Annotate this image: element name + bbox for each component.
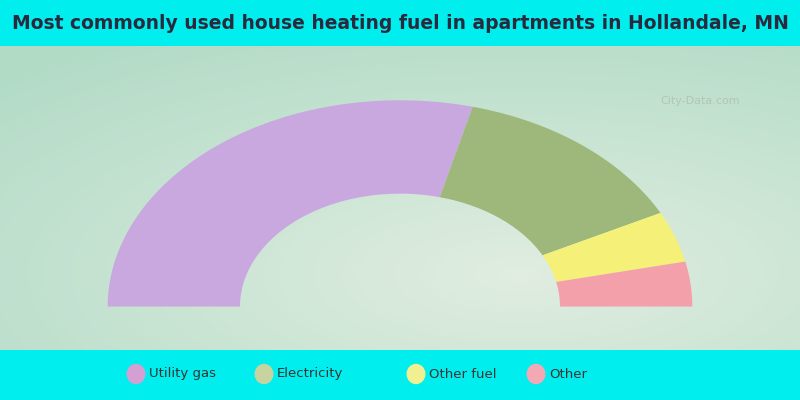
Polygon shape: [440, 107, 661, 255]
Ellipse shape: [127, 364, 145, 384]
Text: Most commonly used house heating fuel in apartments in Hollandale, MN: Most commonly used house heating fuel in…: [11, 14, 789, 34]
Ellipse shape: [255, 364, 273, 384]
Ellipse shape: [407, 364, 425, 384]
Ellipse shape: [527, 364, 545, 384]
Polygon shape: [556, 262, 692, 306]
Text: Utility gas: Utility gas: [149, 368, 216, 380]
Text: City-Data.com: City-Data.com: [660, 96, 740, 106]
Text: Other fuel: Other fuel: [429, 368, 496, 380]
Polygon shape: [542, 213, 686, 282]
Text: Electricity: Electricity: [277, 368, 343, 380]
Polygon shape: [108, 100, 473, 306]
Text: Other: Other: [549, 368, 587, 380]
